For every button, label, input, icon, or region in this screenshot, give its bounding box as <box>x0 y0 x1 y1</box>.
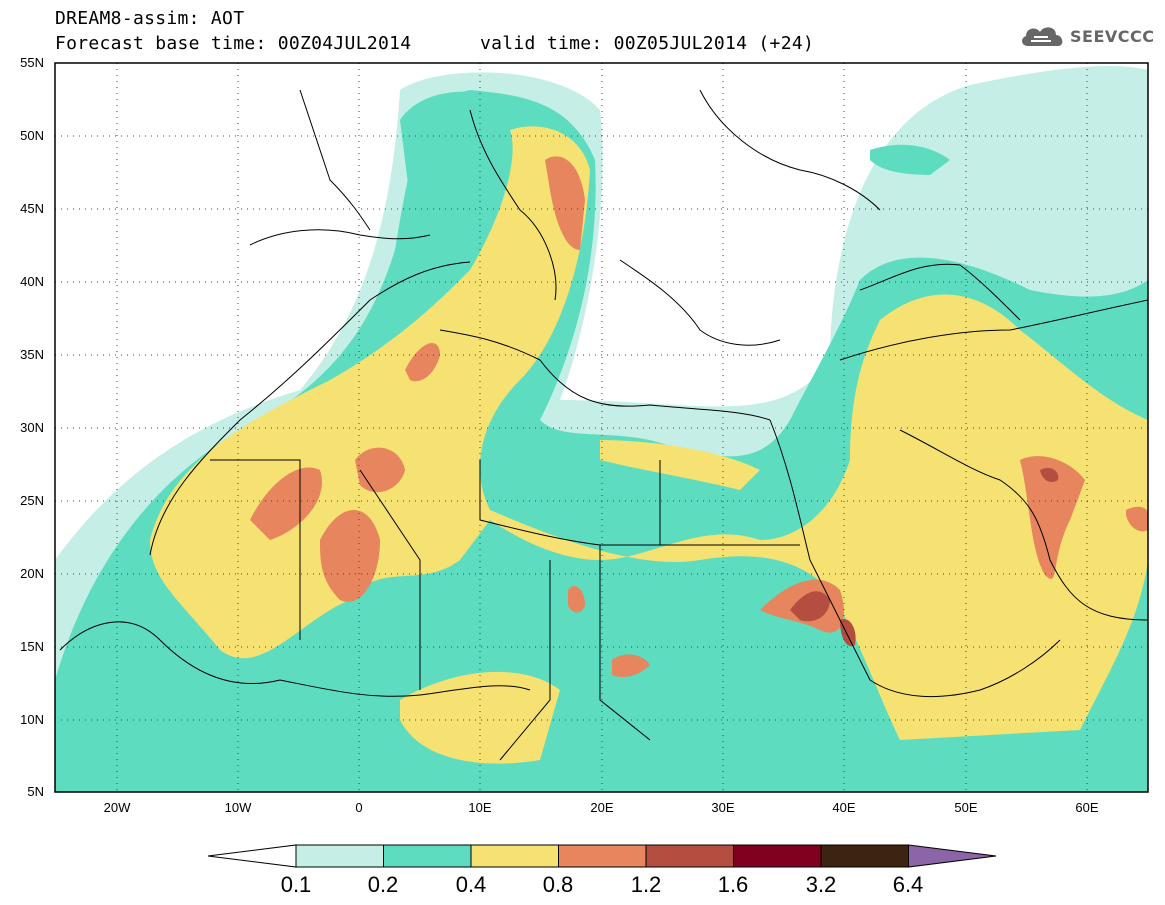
colorbar-label: 3.2 <box>805 872 837 897</box>
valid-time-label: valid time: 00Z05JUL2014 (+24) <box>480 33 815 54</box>
aot-field <box>55 63 1148 792</box>
colorbar <box>207 844 997 868</box>
colorbar-label: 1.6 <box>717 872 749 897</box>
lat-label: 30N <box>20 420 44 435</box>
cloud-icon <box>1022 27 1063 46</box>
lat-label: 35N <box>20 347 44 362</box>
lat-label: 45N <box>20 201 44 216</box>
colorbar-bin-6 <box>733 844 822 868</box>
colorbar-bin-7 <box>820 844 909 868</box>
lat-label: 5N <box>27 784 44 799</box>
colorbar-bin-4 <box>558 844 647 868</box>
logo-text: SEEVCCC <box>1070 26 1155 46</box>
colorbar-label: 0.4 <box>455 872 487 897</box>
seevccc-logo: SEEVCCC <box>1018 22 1155 50</box>
colorbar-bin-5 <box>645 844 734 868</box>
colorbar-bin-2 <box>383 844 472 868</box>
colorbar-label: 1.2 <box>630 872 662 897</box>
lon-label: 10E <box>468 800 492 815</box>
colorbar-over-arrow <box>908 844 997 868</box>
lon-label: 30E <box>711 800 735 815</box>
lat-label: 40N <box>20 274 44 289</box>
colorbar-label: 6.4 <box>892 872 924 897</box>
colorbar-bin-3 <box>470 844 559 868</box>
lon-label: 20E <box>590 800 614 815</box>
colorbar-label: 0.8 <box>542 872 574 897</box>
colorbar-label: 0.2 <box>367 872 399 897</box>
lat-label: 50N <box>20 128 44 143</box>
lat-label: 55N <box>20 55 44 70</box>
base-time-label: Forecast base time: 00Z04JUL2014 <box>55 33 412 54</box>
lat-label: 15N <box>20 639 44 654</box>
colorbar-under-arrow <box>207 844 297 868</box>
map-title: DREAM8-assim: AOT <box>55 8 245 29</box>
map-frame <box>54 62 1149 793</box>
colorbar-label: 0.1 <box>280 872 312 897</box>
lon-label: 0 <box>355 800 363 815</box>
lat-label: 10N <box>20 712 44 727</box>
lon-label: 20W <box>103 800 131 815</box>
lon-label: 40E <box>832 800 856 815</box>
lon-label: 10W <box>224 800 252 815</box>
colorbar-bin-1 <box>295 844 384 868</box>
lat-label: 20N <box>20 566 44 581</box>
lat-label: 25N <box>20 493 44 508</box>
lon-label: 60E <box>1075 800 1099 815</box>
lon-label: 50E <box>954 800 978 815</box>
